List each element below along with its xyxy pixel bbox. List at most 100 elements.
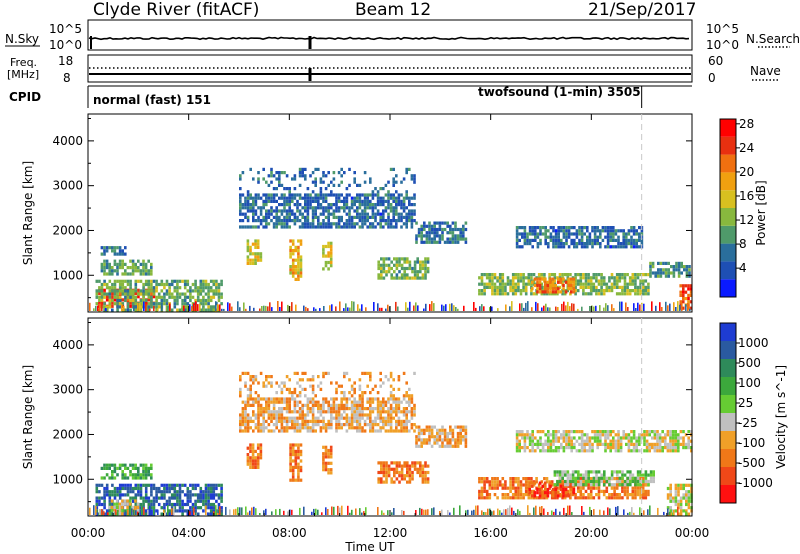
heatmap-cell bbox=[570, 283, 573, 288]
heatmap-cell bbox=[592, 486, 596, 490]
heatmap-cell bbox=[267, 174, 271, 178]
heatmap-cell bbox=[374, 384, 377, 388]
heatmap-cell bbox=[298, 410, 302, 414]
heatmap-cell bbox=[356, 416, 359, 420]
heatmap-cell bbox=[639, 489, 642, 493]
heatmap-cell bbox=[144, 476, 148, 480]
noise-cell bbox=[603, 307, 605, 311]
heatmap-cell bbox=[483, 486, 486, 490]
heatmap-cell bbox=[591, 449, 594, 453]
heatmap-cell bbox=[687, 287, 690, 291]
heatmap-cell bbox=[600, 285, 603, 289]
heatmap-cell bbox=[424, 477, 427, 481]
heatmap-cell bbox=[531, 446, 534, 450]
heatmap-cell bbox=[410, 426, 414, 430]
heatmap-cell bbox=[430, 227, 434, 232]
heatmap-cell bbox=[423, 221, 426, 225]
heatmap-cell bbox=[317, 423, 320, 427]
heatmap-cell bbox=[262, 225, 265, 229]
heatmap-cell bbox=[387, 212, 390, 216]
heatmap-cell bbox=[582, 273, 585, 277]
heatmap-cell bbox=[257, 381, 260, 385]
heatmap-cell bbox=[369, 413, 372, 417]
heatmap-cell bbox=[319, 180, 323, 184]
heatmap-cell bbox=[257, 206, 260, 210]
heatmap-cell bbox=[152, 295, 156, 299]
heatmap-cell bbox=[124, 476, 127, 480]
heatmap-cell bbox=[327, 407, 330, 411]
heatmap-cell bbox=[572, 491, 576, 495]
heatmap-cell bbox=[168, 295, 171, 299]
heatmap-cell bbox=[246, 258, 250, 262]
heatmap-cell bbox=[402, 407, 406, 411]
heatmap-cell bbox=[311, 378, 315, 382]
heatmap-cell bbox=[536, 287, 539, 291]
noise-cell bbox=[483, 306, 485, 311]
heatmap-cell bbox=[202, 289, 205, 293]
heatmap-cell bbox=[252, 199, 255, 203]
noise-cell bbox=[417, 305, 419, 311]
heatmap-cell bbox=[592, 479, 596, 484]
heatmap-cell bbox=[630, 439, 633, 443]
heatmap-cell bbox=[603, 473, 606, 477]
heatmap-cell bbox=[559, 290, 563, 294]
heatmap-cell bbox=[493, 483, 497, 487]
heatmap-cell bbox=[677, 274, 681, 278]
heatmap-cell bbox=[674, 449, 677, 453]
heatmap-cell bbox=[614, 229, 618, 233]
heatmap-cell bbox=[518, 442, 521, 446]
heatmap-cell bbox=[600, 276, 603, 280]
heatmap-cell bbox=[249, 261, 252, 265]
heatmap-cell bbox=[139, 476, 143, 480]
heatmap-cell bbox=[337, 206, 341, 210]
heatmap-cell bbox=[464, 237, 468, 241]
heatmap-cell bbox=[257, 394, 260, 398]
heatmap-cell bbox=[483, 496, 486, 500]
noise-cell bbox=[335, 306, 337, 311]
heatmap-cell bbox=[363, 171, 367, 175]
heatmap-cell bbox=[194, 493, 197, 497]
heatmap-cell bbox=[402, 199, 406, 203]
noise-cell bbox=[227, 302, 229, 311]
heatmap-cell bbox=[348, 183, 351, 187]
heatmap-cell bbox=[246, 239, 250, 243]
heatmap-cell bbox=[134, 505, 137, 509]
heatmap-cell bbox=[617, 436, 620, 440]
heatmap-cell bbox=[625, 245, 628, 249]
heatmap-cell bbox=[244, 384, 247, 388]
heatmap-cell bbox=[317, 222, 320, 226]
heatmap-cell bbox=[528, 439, 532, 443]
heatmap-cell bbox=[278, 174, 281, 178]
heatmap-cell bbox=[196, 506, 200, 510]
heatmap-cell bbox=[519, 292, 523, 296]
heatmap-cell bbox=[519, 489, 523, 493]
heatmap-cell bbox=[144, 301, 148, 305]
heatmap-cell bbox=[147, 269, 150, 273]
heatmap-cell bbox=[596, 439, 599, 443]
heatmap-cell bbox=[256, 258, 260, 262]
heatmap-cell bbox=[324, 254, 328, 258]
noise-cell bbox=[313, 307, 315, 311]
heatmap-cell bbox=[682, 439, 685, 443]
heatmap-cell bbox=[280, 225, 284, 229]
heatmap-cell bbox=[121, 279, 125, 283]
heatmap-cell bbox=[392, 212, 395, 216]
heatmap-cell bbox=[335, 419, 338, 423]
noise-cell bbox=[555, 306, 557, 311]
heatmap-cell bbox=[643, 449, 646, 453]
heatmap-cell bbox=[353, 203, 356, 207]
heatmap-cell bbox=[509, 477, 512, 481]
heatmap-cell bbox=[632, 449, 636, 453]
heatmap-cell bbox=[111, 295, 114, 299]
heatmap-cell bbox=[554, 290, 557, 294]
heatmap-cell bbox=[406, 266, 409, 271]
heatmap-cell bbox=[658, 442, 662, 446]
heatmap-cell bbox=[252, 397, 255, 401]
heatmap-cell bbox=[376, 410, 380, 414]
heatmap-cell bbox=[251, 446, 255, 450]
noise-cell bbox=[253, 307, 255, 311]
heatmap-cell bbox=[244, 429, 247, 433]
heatmap-cell bbox=[207, 282, 210, 287]
heatmap-cell bbox=[384, 375, 388, 379]
heatmap-cell bbox=[358, 413, 362, 417]
